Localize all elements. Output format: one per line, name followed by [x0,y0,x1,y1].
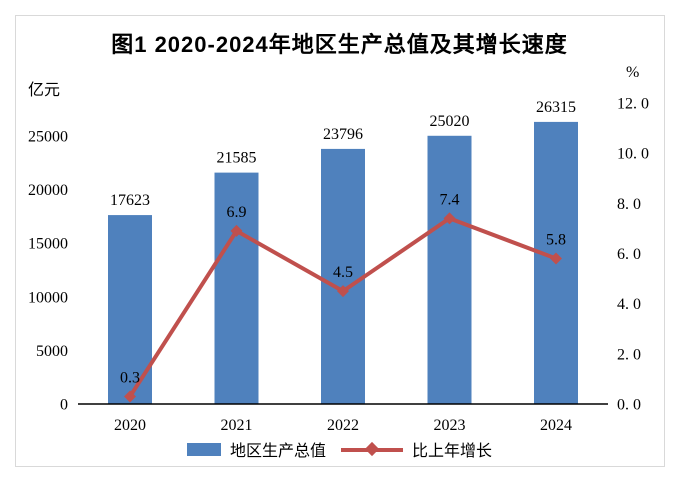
x-axis-category-label: 2024 [540,417,572,434]
growth-value-label: 0.3 [120,369,140,386]
x-axis-category-label: 2021 [221,417,253,434]
growth-line-diamond-marker [337,285,349,298]
gdp-bar-value-label: 25020 [430,113,470,130]
gdp-bar-2021 [214,172,259,404]
right-axis-tick-label: 4. 0 [617,296,641,313]
left-axis-tick-label: 5000 [36,343,68,360]
gdp-bar-value-label: 17623 [110,192,150,209]
left-axis-tick-label: 25000 [28,129,68,146]
right-axis-tick-label: 10. 0 [617,146,649,163]
growth-value-label: 5.8 [546,232,566,249]
gdp-bar-legend-swatch [186,442,221,456]
right-axis-tick-label: 8. 0 [617,196,641,213]
right-axis-unit-label: % [626,64,640,81]
left-axis-tick-label: 15000 [28,236,68,253]
growth-line-legend-label: 比上年增长 [412,443,493,460]
chart-title: 图1 2020-2024年地区生产总值及其增长速度 [111,32,568,57]
gdp-bar-legend-label: 地区生产总值 [229,443,326,460]
growth-value-label: 7.4 [440,191,460,208]
chart-legend: 地区生产总值 比上年增长 [0,437,679,461]
gdp-bar-value-label: 21585 [217,150,257,167]
gdp-bar-value-label: 23796 [323,126,363,143]
growth-line-legend-diamond-marker [364,441,380,456]
right-axis-tick-label: 0. 0 [617,397,641,414]
gdp-bar-2022 [321,148,365,404]
growth-line-diamond-marker [124,390,136,403]
left-axis-unit-label: 亿元 [28,82,61,99]
left-axis-tick-label: 0 [60,397,68,414]
x-axis-category-label: 2023 [434,417,466,434]
gdp-bar-2023 [427,135,472,405]
x-axis-category-label: 2022 [327,417,359,434]
growth-value-label: 6.9 [227,204,247,221]
growth-line-diamond-marker [550,252,562,265]
right-axis-tick-label: 6. 0 [617,246,641,263]
left-axis-tick-label: 20000 [28,182,68,199]
gdp-bar-value-label: 26315 [536,99,576,116]
right-axis-tick-label: 12. 0 [617,96,649,113]
growth-value-label: 4.5 [333,264,353,281]
growth-line-diamond-marker [230,224,243,237]
x-axis-category-label: 2020 [114,417,146,434]
right-axis-tick-label: 2. 0 [617,346,641,363]
growth-line-legend-swatch [341,441,403,457]
growth-line-diamond-marker [443,212,456,225]
left-axis-tick-label: 10000 [28,289,68,306]
